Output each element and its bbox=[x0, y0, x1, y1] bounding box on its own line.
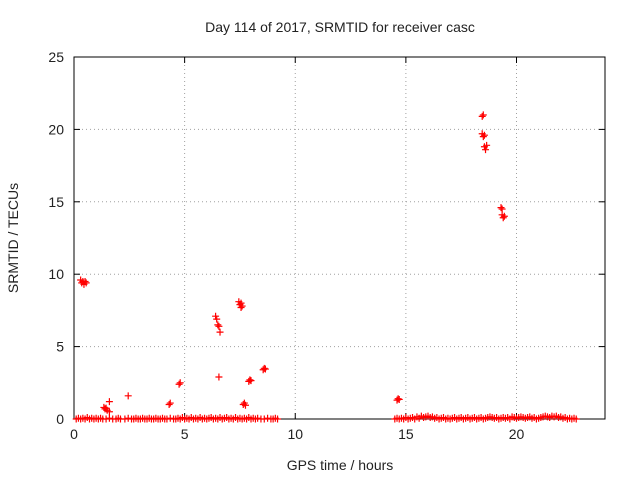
data-point bbox=[166, 414, 174, 422]
data-point bbox=[260, 364, 268, 372]
y-tick-label: 15 bbox=[48, 194, 64, 210]
data-point bbox=[238, 302, 246, 310]
x-tick-label: 10 bbox=[287, 426, 303, 442]
data-point bbox=[254, 414, 262, 422]
y-tick-label: 0 bbox=[56, 411, 64, 427]
data-point bbox=[121, 415, 129, 423]
plot-frame bbox=[73, 56, 606, 420]
grid bbox=[74, 57, 605, 419]
data-point bbox=[105, 398, 113, 406]
data-point bbox=[479, 133, 487, 141]
x-tick-label: 15 bbox=[398, 426, 414, 442]
data-point bbox=[124, 392, 132, 400]
data-point bbox=[166, 399, 174, 407]
data-point bbox=[500, 212, 508, 220]
data-point bbox=[274, 415, 282, 423]
data-point bbox=[175, 380, 183, 388]
data-point bbox=[264, 414, 272, 422]
data-point bbox=[241, 401, 249, 409]
data-point bbox=[165, 401, 173, 409]
axis-ticks: 0 5 10 15 20 0 5 10 15 20 25 bbox=[48, 49, 605, 442]
data-point bbox=[395, 395, 403, 403]
data-point bbox=[216, 328, 224, 336]
data-point bbox=[497, 204, 505, 212]
data-point bbox=[479, 111, 487, 119]
data-point bbox=[478, 112, 486, 120]
data-point bbox=[105, 408, 113, 416]
data-point bbox=[499, 214, 507, 222]
data-point bbox=[105, 414, 113, 422]
data-point bbox=[247, 377, 255, 385]
x-tick-label: 5 bbox=[181, 426, 189, 442]
data-point bbox=[81, 277, 89, 285]
data-point bbox=[237, 304, 245, 312]
data-point bbox=[214, 321, 222, 329]
chart-title: Day 114 of 2017, SRMTID for receiver cas… bbox=[205, 19, 475, 35]
data-point bbox=[246, 376, 254, 384]
data-point bbox=[215, 373, 223, 381]
x-tick-label: 0 bbox=[70, 426, 78, 442]
y-axis-label: SRMTID / TECUs bbox=[5, 183, 21, 293]
data-point bbox=[163, 415, 171, 423]
x-tick-label: 20 bbox=[509, 426, 525, 442]
y-tick-label: 25 bbox=[48, 49, 64, 65]
y-tick-label: 5 bbox=[56, 339, 64, 355]
data-point bbox=[394, 395, 402, 403]
data-point bbox=[124, 414, 132, 422]
data-point bbox=[483, 141, 491, 149]
data-point bbox=[260, 415, 268, 423]
data-point bbox=[572, 415, 580, 423]
data-points bbox=[72, 111, 580, 423]
y-tick-label: 20 bbox=[48, 121, 64, 137]
data-point bbox=[261, 365, 269, 373]
x-axis-label: GPS time / hours bbox=[287, 457, 394, 473]
data-point bbox=[213, 315, 221, 323]
data-point bbox=[176, 379, 184, 387]
y-tick-label: 10 bbox=[48, 266, 64, 282]
data-point bbox=[215, 322, 223, 330]
data-point bbox=[480, 131, 488, 139]
data-point bbox=[82, 279, 90, 287]
data-point bbox=[482, 146, 490, 154]
data-point bbox=[102, 415, 110, 423]
